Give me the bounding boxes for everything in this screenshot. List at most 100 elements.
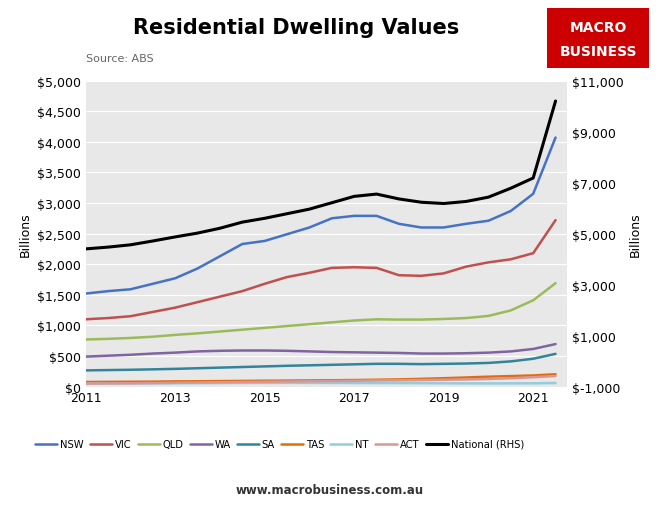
SA bbox=[149, 366, 157, 373]
WA bbox=[328, 349, 335, 355]
Text: Residential Dwelling Values: Residential Dwelling Values bbox=[133, 18, 460, 38]
ACT bbox=[350, 378, 358, 384]
VIC bbox=[261, 281, 269, 287]
National (RHS) bbox=[552, 99, 559, 105]
NSW bbox=[306, 225, 314, 231]
NT bbox=[127, 381, 134, 387]
Line: National (RHS): National (RHS) bbox=[86, 102, 556, 249]
NSW bbox=[171, 276, 179, 282]
WA bbox=[171, 350, 179, 356]
QLD bbox=[552, 280, 559, 287]
WA bbox=[216, 348, 224, 354]
NT bbox=[306, 380, 314, 386]
TAS bbox=[194, 379, 202, 385]
WA bbox=[507, 349, 515, 355]
VIC bbox=[82, 317, 90, 323]
QLD bbox=[328, 320, 335, 326]
ACT bbox=[529, 375, 537, 381]
VIC bbox=[216, 294, 224, 300]
NT bbox=[372, 380, 380, 386]
TAS bbox=[104, 379, 112, 385]
NT bbox=[484, 381, 492, 387]
SA bbox=[261, 363, 269, 370]
ACT bbox=[149, 380, 157, 386]
QLD bbox=[529, 298, 537, 304]
Text: BUSINESS: BUSINESS bbox=[559, 45, 637, 59]
SA bbox=[306, 362, 314, 369]
ACT bbox=[261, 379, 269, 385]
QLD bbox=[82, 337, 90, 343]
SA bbox=[529, 356, 537, 362]
National (RHS) bbox=[283, 211, 291, 217]
ACT bbox=[82, 381, 90, 387]
Line: SA: SA bbox=[86, 354, 556, 371]
TAS bbox=[507, 373, 515, 379]
National (RHS) bbox=[462, 199, 470, 205]
QLD bbox=[261, 325, 269, 331]
WA bbox=[82, 354, 90, 360]
WA bbox=[372, 350, 380, 356]
TAS bbox=[372, 377, 380, 383]
SA bbox=[194, 365, 202, 372]
National (RHS) bbox=[440, 201, 447, 207]
QLD bbox=[194, 331, 202, 337]
SA bbox=[484, 360, 492, 366]
NT bbox=[194, 380, 202, 386]
Line: QLD: QLD bbox=[86, 284, 556, 340]
TAS bbox=[417, 376, 425, 382]
Text: www.macrobusiness.com.au: www.macrobusiness.com.au bbox=[235, 484, 424, 496]
National (RHS) bbox=[417, 200, 425, 206]
SA bbox=[328, 362, 335, 368]
QLD bbox=[350, 318, 358, 324]
ACT bbox=[417, 377, 425, 383]
QLD bbox=[507, 308, 515, 314]
SA bbox=[395, 361, 403, 367]
National (RHS) bbox=[239, 219, 246, 225]
QLD bbox=[127, 335, 134, 342]
NSW bbox=[82, 291, 90, 297]
TAS bbox=[261, 378, 269, 384]
TAS bbox=[216, 378, 224, 384]
ACT bbox=[552, 373, 559, 379]
QLD bbox=[417, 317, 425, 323]
WA bbox=[239, 348, 246, 354]
ACT bbox=[239, 379, 246, 385]
ACT bbox=[306, 379, 314, 385]
NT bbox=[261, 380, 269, 386]
NSW bbox=[484, 218, 492, 224]
NT bbox=[395, 380, 403, 386]
Line: VIC: VIC bbox=[86, 221, 556, 320]
ACT bbox=[507, 376, 515, 382]
VIC bbox=[462, 264, 470, 270]
NT bbox=[350, 380, 358, 386]
ACT bbox=[127, 380, 134, 386]
NSW bbox=[239, 241, 246, 247]
National (RHS) bbox=[395, 196, 403, 203]
WA bbox=[440, 351, 447, 357]
NT bbox=[171, 381, 179, 387]
WA bbox=[149, 351, 157, 357]
NSW bbox=[261, 238, 269, 244]
NT bbox=[417, 380, 425, 386]
WA bbox=[552, 342, 559, 348]
National (RHS) bbox=[350, 194, 358, 200]
SA bbox=[216, 365, 224, 371]
National (RHS) bbox=[372, 191, 380, 197]
VIC bbox=[507, 257, 515, 263]
Text: Source: ABS: Source: ABS bbox=[86, 53, 154, 64]
National (RHS) bbox=[484, 194, 492, 201]
WA bbox=[417, 351, 425, 357]
ACT bbox=[462, 377, 470, 383]
SA bbox=[350, 361, 358, 367]
SA bbox=[372, 361, 380, 367]
NSW bbox=[507, 209, 515, 215]
NT bbox=[328, 380, 335, 386]
NSW bbox=[194, 266, 202, 272]
VIC bbox=[417, 273, 425, 279]
ACT bbox=[328, 378, 335, 384]
Line: WA: WA bbox=[86, 345, 556, 357]
NSW bbox=[529, 191, 537, 197]
NSW bbox=[395, 221, 403, 228]
WA bbox=[104, 353, 112, 359]
VIC bbox=[194, 299, 202, 305]
